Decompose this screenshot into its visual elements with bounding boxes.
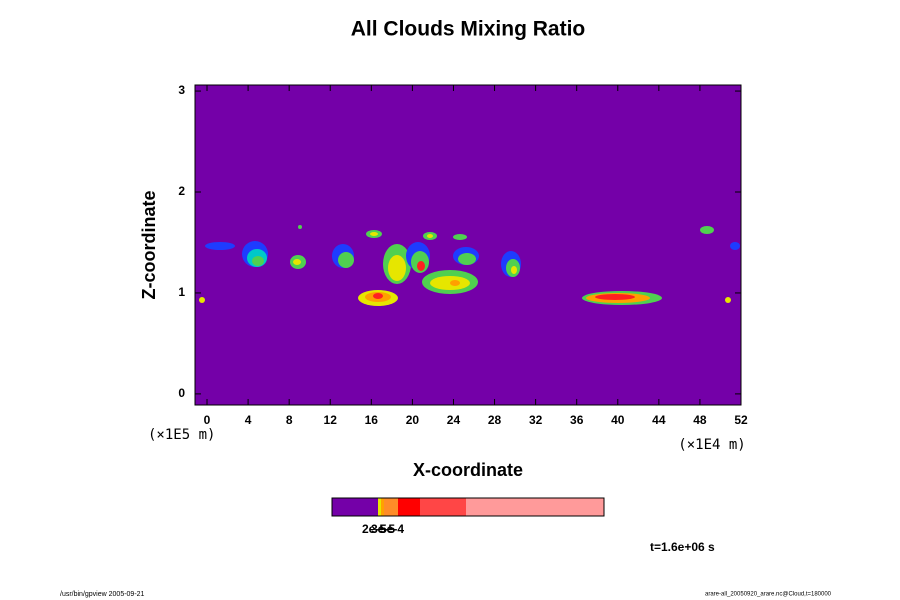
x-tick-label: 24 (447, 413, 461, 427)
colorbar-segment (381, 498, 384, 516)
cloud (427, 234, 433, 238)
x-tick-label: 52 (734, 413, 748, 427)
plot-frame (194, 84, 742, 406)
cloud (298, 225, 302, 229)
x-tick-label: 48 (693, 413, 707, 427)
y-tick-label: 2 (178, 184, 185, 198)
footer-left: /usr/bin/gpview 2005-09-21 (60, 591, 145, 598)
cloud (458, 253, 476, 265)
colorbar-frame (331, 497, 605, 517)
cloud (338, 252, 354, 268)
y-unit: (×1E5 m) (148, 427, 215, 443)
colorbar-segment (378, 498, 381, 516)
cloud (252, 256, 264, 266)
cloud (595, 294, 635, 300)
plot-area (195, 85, 741, 405)
colorbar-label: 2e-5 (362, 522, 386, 536)
cloud (388, 255, 406, 281)
cloud (453, 234, 467, 240)
time-label: t=1.6e+06 s (650, 540, 715, 554)
x-tick-label: 20 (406, 413, 420, 427)
colorbar-segment (420, 498, 466, 516)
x-tick-label: 8 (286, 413, 293, 427)
footer-right: arare-all_20050920_arare.nc@Cloud,t=1800… (705, 592, 832, 598)
x-tick-label: 40 (611, 413, 625, 427)
cloud (199, 297, 205, 303)
cloud (373, 293, 383, 299)
cloud (417, 261, 425, 271)
x-tick-label: 28 (488, 413, 502, 427)
x-tick-label: 4 (245, 413, 252, 427)
colorbar-segment (466, 498, 604, 516)
y-tick-label: 0 (178, 386, 185, 400)
cloud (205, 242, 235, 250)
x-tick-label: 36 (570, 413, 584, 427)
x-tick-label: 44 (652, 413, 666, 427)
colorbar-segment (332, 498, 378, 516)
colorbar-segment (398, 498, 420, 516)
cloud (370, 232, 378, 236)
x-unit: (×1E4 m) (678, 437, 745, 453)
cloud (725, 297, 731, 303)
x-tick-label: 12 (324, 413, 338, 427)
colorbar-segment (384, 498, 398, 516)
x-tick-label: 32 (529, 413, 543, 427)
y-tick-label: 3 (178, 83, 185, 97)
cloud (293, 259, 301, 265)
colorbar: 2e-53e-55e-4 (331, 497, 605, 536)
colorbar-label: 5e-4 (380, 522, 404, 536)
cloud (700, 226, 714, 234)
x-tick-label: 16 (365, 413, 379, 427)
colorbar-label: 3e-5 (371, 522, 395, 536)
cloud-field (199, 225, 740, 306)
y-axis-label: Z-coordinate (139, 190, 159, 299)
cloud (730, 242, 740, 250)
x-tick-label: 0 (204, 413, 211, 427)
x-axis-label: X-coordinate (413, 460, 523, 480)
cloud (450, 280, 460, 286)
y-tick-label: 1 (178, 285, 185, 299)
cloud (511, 266, 517, 274)
chart-title: All Clouds Mixing Ratio (351, 18, 586, 41)
